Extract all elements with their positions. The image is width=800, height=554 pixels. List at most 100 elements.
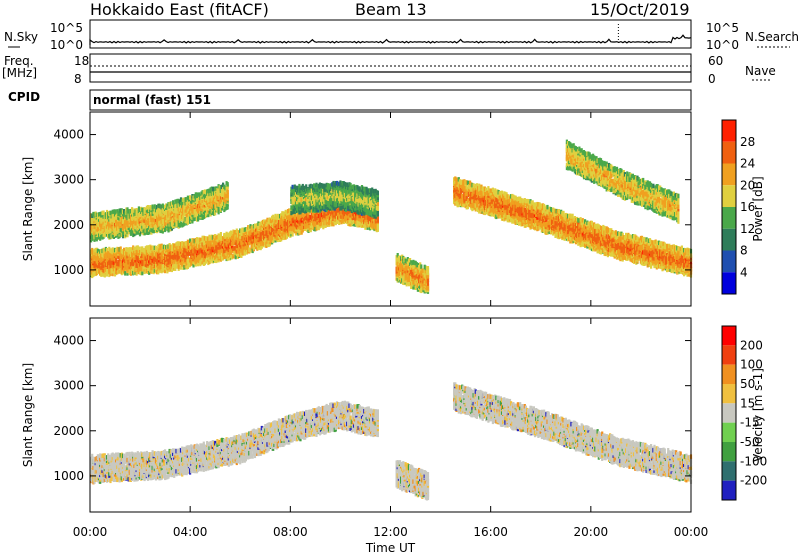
power-cell-1 <box>126 222 129 227</box>
power-cell-0 <box>132 258 135 263</box>
power-cell-1 <box>93 237 96 242</box>
power-cell-1 <box>161 203 164 208</box>
power-cell-0 <box>281 213 284 219</box>
power-cell-1 <box>198 205 201 210</box>
power-cell-1 <box>111 226 114 231</box>
power-cell-2 <box>334 181 337 186</box>
power-cell-1 <box>129 225 132 230</box>
power-cell-0 <box>138 250 142 255</box>
power-cell-0 <box>355 216 358 221</box>
power-cell-2 <box>338 201 341 207</box>
power-cell-1 <box>116 229 119 235</box>
power-cell-0 <box>272 214 275 220</box>
power-cell-2 <box>329 183 332 189</box>
power-cell-0 <box>242 244 245 249</box>
power-cell-1 <box>224 206 227 211</box>
power-cell-1 <box>183 198 186 203</box>
power-cell-0 <box>308 214 311 220</box>
power-cell-2 <box>349 204 352 209</box>
power-cell-0 <box>170 259 173 265</box>
power-cell-1 <box>216 188 219 193</box>
power-cell-0 <box>269 227 272 233</box>
power-cell-1 <box>120 228 123 233</box>
power-cell-2 <box>301 190 304 196</box>
power-cell-1 <box>161 227 164 232</box>
power-cell-1 <box>223 197 226 202</box>
power-cell-1 <box>217 209 220 215</box>
power-cell-0 <box>194 262 197 267</box>
power-cell-1 <box>124 224 127 229</box>
power-cell-1 <box>161 218 164 224</box>
noise-tick-low-right: 10^0 <box>706 38 739 52</box>
power-cell-1 <box>149 225 152 230</box>
power-cell-1 <box>201 190 204 195</box>
power-cell-0 <box>190 248 193 254</box>
power-cell-0 <box>248 225 251 231</box>
power-cell-0 <box>325 217 328 222</box>
power-cell-1 <box>165 215 168 221</box>
power-cell-0 <box>138 260 142 265</box>
power-cell-1 <box>222 197 225 203</box>
power-cell-2 <box>299 209 302 215</box>
power-cell-0 <box>269 218 272 224</box>
power-cell-2 <box>290 199 293 205</box>
power-cell-0 <box>260 220 263 226</box>
power-cell-0 <box>203 243 206 248</box>
power-cell-0 <box>286 222 290 227</box>
power-cell-0 <box>218 244 221 249</box>
power-cell-0 <box>272 238 275 244</box>
power-cell-1 <box>185 218 188 223</box>
power-cell-1 <box>189 195 192 200</box>
power-cell-0 <box>183 247 186 252</box>
power-cell-2 <box>348 193 351 199</box>
power-cell-0 <box>216 244 219 249</box>
power-cell-0 <box>128 261 131 266</box>
power-cell-0 <box>199 248 202 253</box>
power-cell-1 <box>210 208 213 214</box>
power-cell-1 <box>93 224 96 230</box>
power-cell-0 <box>310 221 313 226</box>
power-cell-0 <box>338 212 341 217</box>
power-cell-0 <box>284 220 287 226</box>
power-cell-0 <box>239 245 242 250</box>
freq-panel-frame <box>89 53 692 83</box>
power-cell-2 <box>308 202 311 207</box>
power-cell-1 <box>129 217 132 222</box>
power-cell-0 <box>245 227 249 232</box>
power-cell-0 <box>179 242 183 247</box>
power-cell-0 <box>126 259 129 265</box>
power-cell-1 <box>108 225 111 230</box>
power-cell-1 <box>102 227 105 232</box>
power-cell-1 <box>212 195 216 201</box>
power-cell-1 <box>215 196 218 201</box>
power-cell-0 <box>136 256 139 261</box>
power-cell-0 <box>216 240 219 246</box>
power-cell-0 <box>92 272 95 277</box>
power-cell-0 <box>198 237 201 242</box>
power-cell-2 <box>308 184 311 189</box>
power-cell-0 <box>291 232 294 237</box>
power-cell-0 <box>290 229 293 235</box>
power-cell-0 <box>192 254 195 260</box>
power-cell-0 <box>235 228 238 233</box>
power-cell-1 <box>150 209 153 215</box>
power-cell-0 <box>260 232 263 237</box>
power-cell-1 <box>131 207 134 212</box>
power-cell-0 <box>260 236 263 242</box>
beam-label: Beam 13 <box>355 0 427 19</box>
power-cell-1 <box>136 214 139 220</box>
power-cell-0 <box>245 249 249 254</box>
power-cell-1 <box>192 203 195 209</box>
power-cell-0 <box>128 255 131 260</box>
power-cell-0 <box>161 249 164 254</box>
power-cell-2 <box>347 185 350 190</box>
power-cell-1 <box>100 230 103 235</box>
power-cell-2 <box>301 201 304 207</box>
power-cell-1 <box>198 214 201 220</box>
power-cell-1 <box>190 195 193 201</box>
power-cell-0 <box>325 213 328 219</box>
power-cell-0 <box>236 243 239 249</box>
cpid-text: normal (fast) 151 <box>93 93 211 107</box>
power-cell-1 <box>144 220 147 225</box>
power-cell-2 <box>299 192 302 197</box>
